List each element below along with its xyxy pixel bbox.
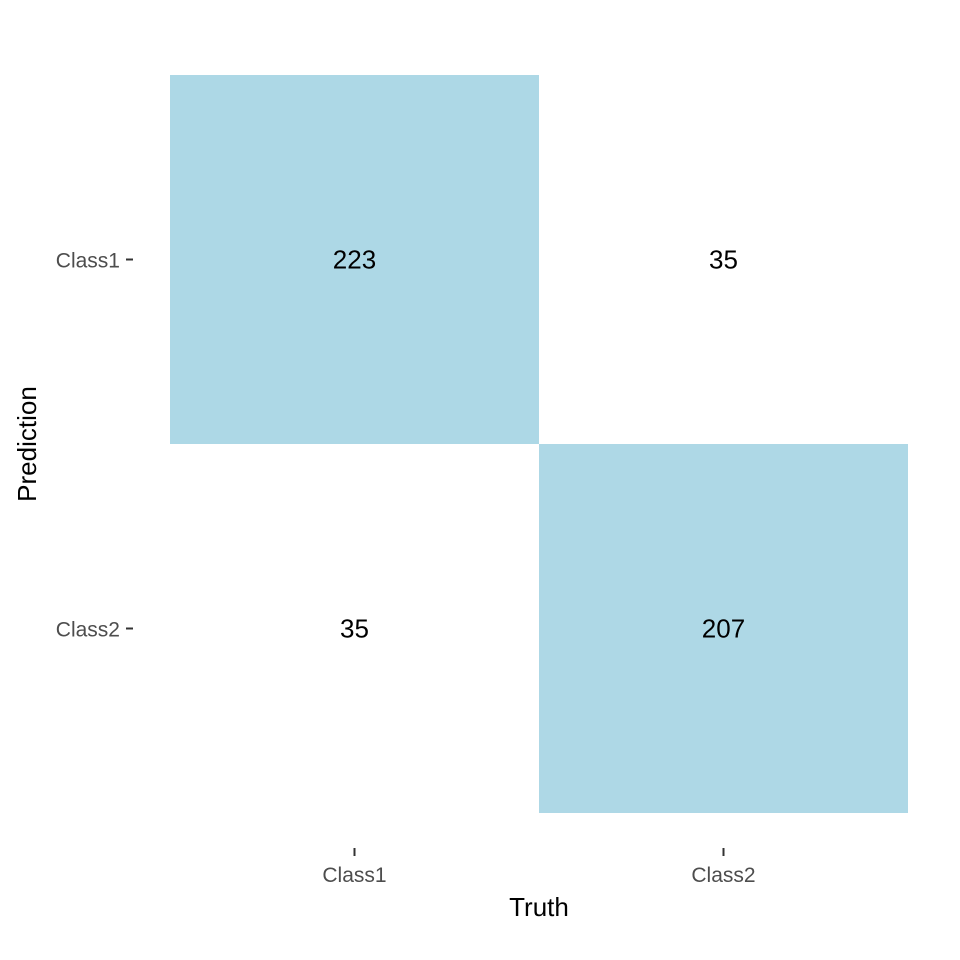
cell-class1-class1 xyxy=(170,75,539,444)
cell-labels-layer: 223 35 35 207 xyxy=(333,245,745,644)
cell-value-class2-class1: 35 xyxy=(340,614,369,644)
cell-value-class1-class2: 35 xyxy=(709,245,738,275)
x-tick-label-class1: Class1 xyxy=(322,864,386,887)
y-tick-label-class1: Class1 xyxy=(56,250,120,273)
x-axis-title: Truth xyxy=(509,892,569,922)
cell-class2-class2 xyxy=(539,444,908,813)
cell-value-class1-class1: 223 xyxy=(333,245,376,275)
x-tick-label-class2: Class2 xyxy=(691,864,755,887)
x-axis: Class1 Class2 xyxy=(322,848,756,887)
y-axis-title: Prediction xyxy=(12,386,42,502)
cells-layer xyxy=(170,75,908,813)
cell-value-class2-class2: 207 xyxy=(702,614,745,644)
cell-class1-class2 xyxy=(539,75,908,444)
cell-class2-class1 xyxy=(170,444,539,813)
y-axis: Class1 Class2 xyxy=(56,250,133,642)
y-tick-label-class2: Class2 xyxy=(56,619,120,642)
